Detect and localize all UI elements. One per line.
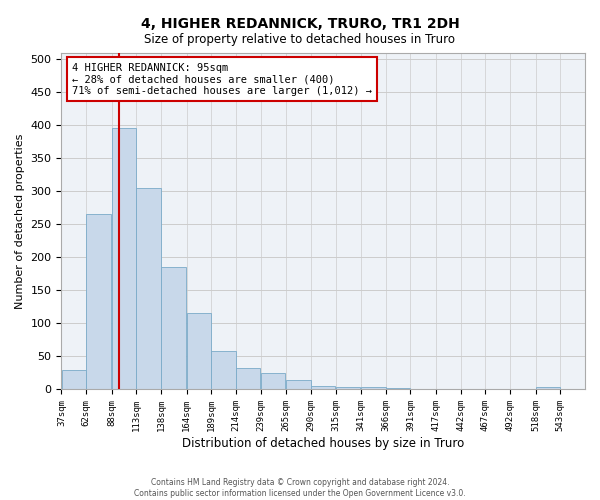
Text: 4 HIGHER REDANNICK: 95sqm
← 28% of detached houses are smaller (400)
71% of semi: 4 HIGHER REDANNICK: 95sqm ← 28% of detac… [72, 62, 372, 96]
Text: Size of property relative to detached houses in Truro: Size of property relative to detached ho… [145, 32, 455, 46]
X-axis label: Distribution of detached houses by size in Truro: Distribution of detached houses by size … [182, 437, 464, 450]
Bar [112, 128, 136, 390]
Bar [261, 373, 285, 390]
Bar [187, 314, 211, 390]
Bar [335, 387, 360, 390]
Bar [311, 386, 335, 390]
Bar [386, 388, 410, 390]
Bar [286, 380, 311, 390]
Bar [236, 368, 260, 390]
Y-axis label: Number of detached properties: Number of detached properties [15, 134, 25, 308]
Bar [62, 370, 86, 390]
Bar [211, 351, 236, 390]
Bar [436, 389, 461, 390]
Bar [461, 389, 485, 390]
Bar [536, 387, 560, 390]
Bar [410, 389, 435, 390]
Bar [161, 267, 185, 390]
Bar [485, 389, 510, 390]
Bar [361, 388, 386, 390]
Text: Contains HM Land Registry data © Crown copyright and database right 2024.
Contai: Contains HM Land Registry data © Crown c… [134, 478, 466, 498]
Bar [136, 188, 161, 390]
Bar [86, 214, 110, 390]
Text: 4, HIGHER REDANNICK, TRURO, TR1 2DH: 4, HIGHER REDANNICK, TRURO, TR1 2DH [140, 18, 460, 32]
